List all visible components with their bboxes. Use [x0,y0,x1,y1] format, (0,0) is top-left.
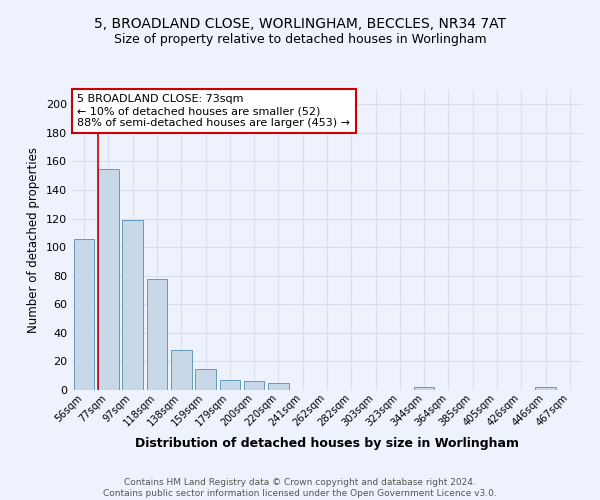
Bar [122,220,143,390]
Bar [268,383,289,390]
Y-axis label: Number of detached properties: Number of detached properties [28,147,40,333]
Bar [414,387,434,390]
Text: Size of property relative to detached houses in Worlingham: Size of property relative to detached ho… [113,32,487,46]
Bar [220,380,240,390]
Bar [74,238,94,390]
Bar [98,168,119,390]
Text: Contains HM Land Registry data © Crown copyright and database right 2024.
Contai: Contains HM Land Registry data © Crown c… [103,478,497,498]
X-axis label: Distribution of detached houses by size in Worlingham: Distribution of detached houses by size … [135,436,519,450]
Text: 5 BROADLAND CLOSE: 73sqm
← 10% of detached houses are smaller (52)
88% of semi-d: 5 BROADLAND CLOSE: 73sqm ← 10% of detach… [77,94,350,128]
Bar [535,387,556,390]
Text: 5, BROADLAND CLOSE, WORLINGHAM, BECCLES, NR34 7AT: 5, BROADLAND CLOSE, WORLINGHAM, BECCLES,… [94,18,506,32]
Bar [171,350,191,390]
Bar [195,368,216,390]
Bar [244,382,265,390]
Bar [146,278,167,390]
